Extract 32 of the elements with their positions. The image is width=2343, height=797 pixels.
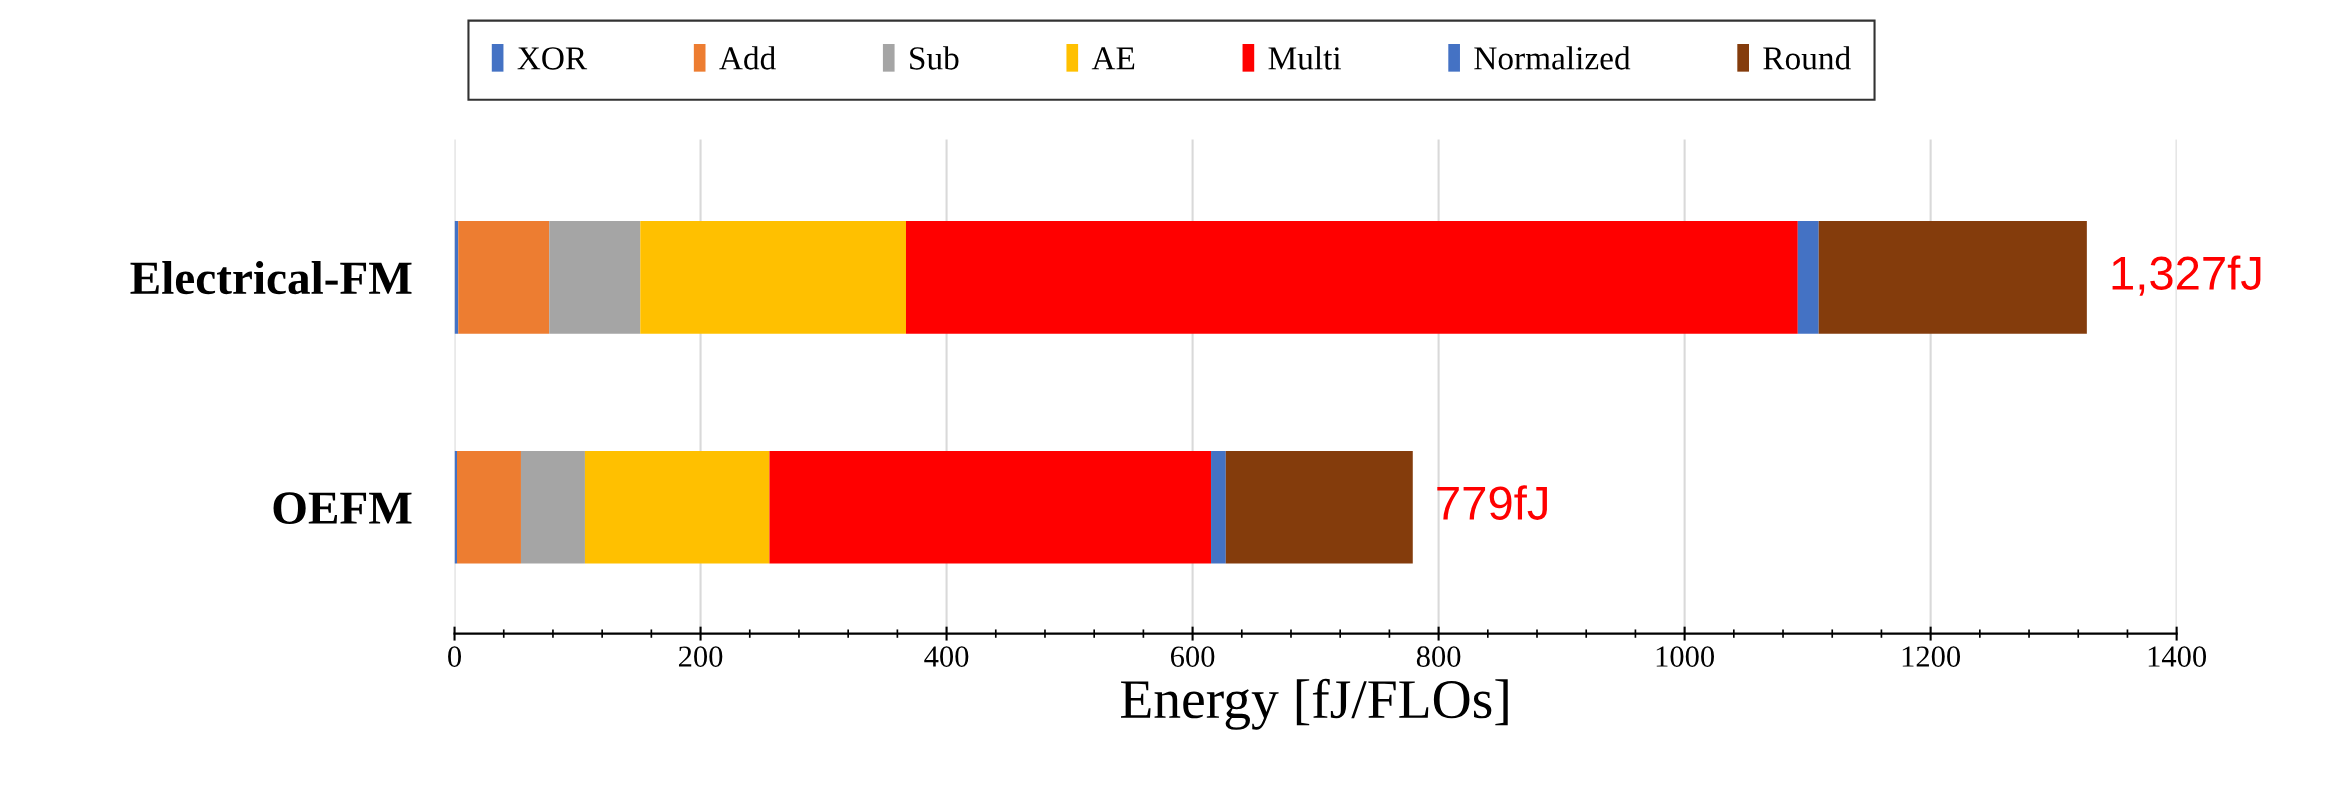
legend-label: Sub	[910, 46, 959, 70]
legend-label: Round	[1763, 46, 1851, 70]
total-label: 779fJ	[1437, 485, 1547, 520]
x-tick-label: 1000	[1656, 646, 1715, 667]
bar	[1797, 221, 1819, 334]
bar	[1211, 450, 1226, 564]
bar	[1225, 450, 1413, 564]
bar	[584, 450, 770, 564]
legend-label: AE	[1091, 47, 1135, 70]
bar	[457, 450, 521, 564]
bar	[1818, 221, 2087, 334]
x-tick-label: 600	[1170, 646, 1215, 667]
x-axis-title: Energy [fJ/FLOs]	[1120, 678, 1508, 730]
legend-label: Multi	[1268, 46, 1341, 70]
legend-label: XOR	[517, 47, 588, 70]
x-tick-label: 800	[1416, 646, 1461, 667]
bar	[458, 221, 550, 334]
x-tick-label: 0	[448, 646, 462, 667]
bar	[549, 221, 641, 334]
y-tick-label: Electrical-FM	[130, 260, 412, 295]
x-tick-label: 400	[924, 646, 969, 667]
legend-label: Normalized	[1474, 46, 1631, 70]
total-label: 1,327fJ	[2112, 255, 2261, 296]
bar	[640, 221, 906, 334]
bar	[905, 221, 1798, 334]
x-tick-label: 200	[678, 646, 723, 667]
x-tick-label: 1400	[2148, 646, 2207, 667]
bar	[769, 450, 1212, 564]
x-tick-label: 1200	[1902, 646, 1961, 667]
legend-label: Add	[719, 46, 776, 70]
bar	[520, 450, 585, 564]
y-tick-label: OEFM	[273, 492, 412, 525]
